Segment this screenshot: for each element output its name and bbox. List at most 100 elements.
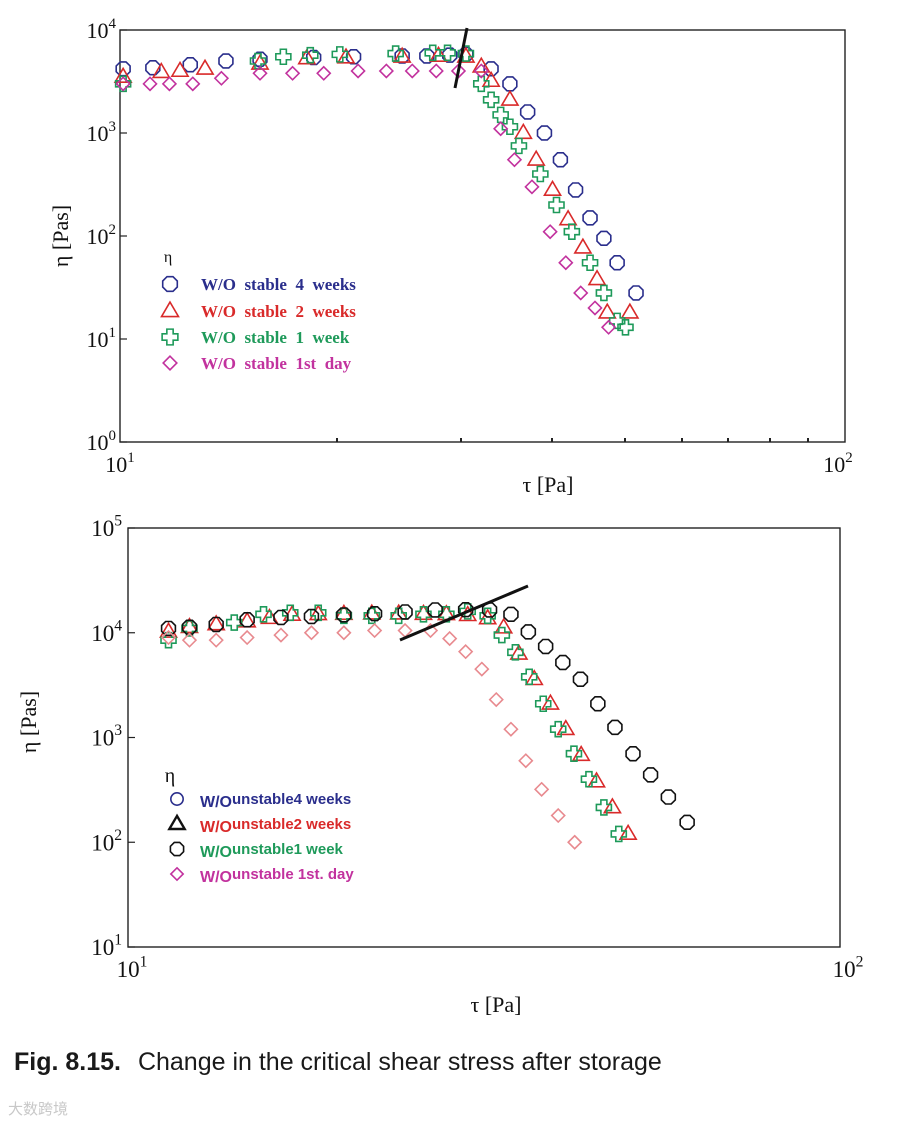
data-point xyxy=(550,807,566,824)
y-tick-label: 102 xyxy=(91,827,122,855)
data-point xyxy=(573,285,589,301)
data-point xyxy=(390,607,408,625)
data-point xyxy=(404,63,420,79)
data-point xyxy=(519,104,536,120)
data-point xyxy=(336,607,352,623)
data-point xyxy=(459,603,477,620)
data-point xyxy=(429,45,448,63)
data-point xyxy=(378,63,394,79)
legend-marker xyxy=(169,866,185,882)
data-point xyxy=(597,302,617,319)
legend-label: W/O stable 2 weeks xyxy=(201,302,356,321)
data-point xyxy=(556,719,576,736)
data-point xyxy=(502,76,518,92)
data-point xyxy=(208,632,224,648)
data-point xyxy=(145,59,161,76)
data-point xyxy=(472,75,490,93)
data-point xyxy=(607,719,623,736)
data-point xyxy=(316,65,332,81)
data-point xyxy=(563,223,581,241)
data-point xyxy=(457,601,474,618)
data-point xyxy=(555,654,571,671)
data-point xyxy=(458,644,474,660)
series-3 xyxy=(160,601,695,831)
data-point xyxy=(610,825,628,843)
data-point xyxy=(600,319,617,335)
series-4 xyxy=(160,622,583,850)
data-point xyxy=(492,106,509,124)
data-point xyxy=(494,617,514,634)
critical-stress-line xyxy=(453,27,469,89)
x-tick-label: 102 xyxy=(823,450,852,477)
data-point xyxy=(366,605,383,622)
caption-label: Fig. 8.15. xyxy=(14,1048,121,1076)
data-point xyxy=(526,149,546,166)
data-point xyxy=(303,608,320,625)
legend-marker xyxy=(161,328,179,346)
data-point xyxy=(558,255,574,271)
data-point xyxy=(548,196,565,214)
data-point xyxy=(581,254,599,272)
data-point xyxy=(481,602,498,618)
data-point xyxy=(427,602,443,618)
data-point xyxy=(161,76,178,92)
data-point xyxy=(617,318,634,336)
data-point xyxy=(275,48,292,66)
data-point xyxy=(620,302,640,319)
legend-marker xyxy=(167,813,187,831)
data-point xyxy=(513,122,533,140)
data-point xyxy=(394,48,410,64)
legend: η W/O stable 4 weeks W/O stable 2 weeks W/O… xyxy=(160,249,356,373)
data-point xyxy=(609,255,625,271)
data-point xyxy=(336,47,356,64)
data-point xyxy=(185,76,201,92)
data-point xyxy=(524,669,544,686)
data-point xyxy=(482,91,500,109)
y-tick-label: 102 xyxy=(87,222,116,249)
y-tick-label: 103 xyxy=(87,119,116,146)
data-point xyxy=(595,799,613,816)
watermark: 大数跨境 xyxy=(8,1100,69,1118)
data-point xyxy=(255,606,272,623)
data-point xyxy=(181,632,198,648)
data-point xyxy=(239,611,255,628)
x-axis-label: τ [Pa] xyxy=(471,992,522,1017)
data-point xyxy=(273,627,289,643)
data-point xyxy=(273,609,289,626)
data-point xyxy=(424,44,442,62)
y-tick-label: 100 xyxy=(87,428,116,455)
data-point xyxy=(534,695,552,713)
data-point xyxy=(473,63,489,79)
data-point xyxy=(252,65,268,81)
data-point xyxy=(572,671,589,688)
figure-caption: Fig. 8.15. Change in the critical shear … xyxy=(14,1048,662,1077)
series-1 xyxy=(113,45,640,319)
data-point xyxy=(142,76,158,92)
data-point xyxy=(182,56,198,73)
x-tick-label: 102 xyxy=(833,954,864,982)
legend-label: W/Ounstable4 weeks xyxy=(200,791,351,811)
series-3 xyxy=(115,63,617,335)
chart-bottom: 101 102 103 104 105 101 102 τ [Pa] η [Pas] η W/Oun… xyxy=(16,513,863,1017)
data-point xyxy=(552,152,569,168)
data-point xyxy=(567,182,584,198)
data-point xyxy=(587,300,603,316)
legend-label: W/Ounstable1 week xyxy=(200,841,344,861)
legend-marker xyxy=(161,275,179,293)
legend-label: W/O stable 1st day xyxy=(201,354,352,373)
data-point xyxy=(596,230,612,246)
data-point xyxy=(350,63,366,79)
data-point xyxy=(419,48,435,64)
series-2 xyxy=(160,603,628,843)
data-point xyxy=(331,46,349,63)
data-point xyxy=(543,179,563,197)
data-point xyxy=(587,269,607,286)
legend-label: W/Ounstable2 weeks xyxy=(200,816,351,836)
legend-marker xyxy=(162,355,178,371)
data-point xyxy=(573,237,593,254)
plot-frame xyxy=(127,527,841,948)
data-point xyxy=(542,224,558,240)
legend-title: η xyxy=(165,765,175,787)
